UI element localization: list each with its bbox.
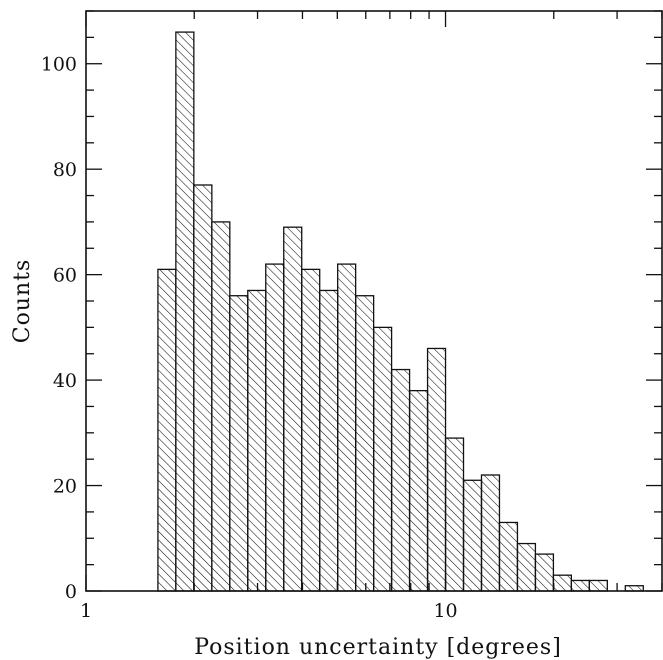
histogram-bar bbox=[337, 263, 357, 592]
y-tick-label: 80 bbox=[53, 159, 77, 181]
histogram-bar bbox=[157, 268, 177, 592]
histogram-bar bbox=[319, 289, 339, 592]
histogram-bar bbox=[588, 579, 608, 592]
histogram-bar bbox=[283, 226, 303, 592]
histogram-bar bbox=[534, 553, 555, 592]
histogram-bar bbox=[390, 368, 411, 592]
histogram-bar bbox=[372, 326, 393, 592]
axis-ticks bbox=[85, 10, 663, 592]
histogram-bar bbox=[354, 295, 375, 592]
histogram-bar bbox=[211, 221, 231, 592]
y-tick-label: 100 bbox=[41, 54, 77, 76]
histogram-bar bbox=[175, 31, 195, 592]
y-tick-label: 40 bbox=[53, 370, 77, 392]
histogram-bar bbox=[462, 479, 483, 592]
histogram-bar bbox=[498, 521, 519, 592]
histogram-bars bbox=[157, 31, 644, 592]
histogram-bar bbox=[408, 389, 429, 592]
x-tick-label: 10 bbox=[433, 600, 457, 622]
x-tick-label: 1 bbox=[80, 600, 92, 622]
x-axis-label: Position uncertainty [degrees] bbox=[194, 635, 562, 660]
histogram-bar bbox=[193, 184, 213, 592]
tick-labels: 0 20 40 60 80 100 1 10 bbox=[41, 54, 458, 622]
histogram-bar bbox=[265, 263, 285, 592]
histogram-bar bbox=[570, 579, 591, 592]
histogram-bar bbox=[247, 289, 267, 592]
histogram-bar bbox=[229, 295, 249, 592]
histogram-bar bbox=[552, 574, 573, 592]
y-axis-label: Counts bbox=[10, 259, 35, 344]
histogram-bar bbox=[480, 474, 501, 592]
histogram-bar bbox=[444, 437, 465, 592]
y-tick-label: 0 bbox=[65, 581, 77, 603]
y-tick-label: 60 bbox=[53, 265, 77, 287]
histogram-bar bbox=[426, 347, 447, 592]
histogram-bar bbox=[301, 268, 321, 592]
y-tick-label: 20 bbox=[53, 476, 77, 498]
histogram-bar bbox=[516, 542, 537, 592]
